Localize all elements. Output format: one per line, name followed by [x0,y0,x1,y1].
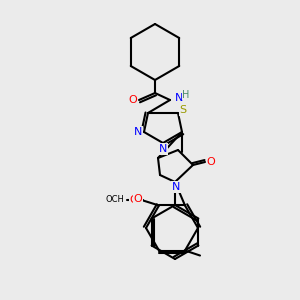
Text: OCH: OCH [105,195,124,204]
Text: O: O [129,95,137,105]
Text: S: S [179,105,187,115]
Text: N: N [134,127,142,137]
Text: H: H [182,90,189,100]
Text: N: N [172,182,180,192]
Text: N: N [159,144,167,154]
Text: N: N [175,93,183,103]
Text: O: O [134,194,142,205]
Text: O: O [207,157,215,167]
Text: O: O [130,196,138,206]
